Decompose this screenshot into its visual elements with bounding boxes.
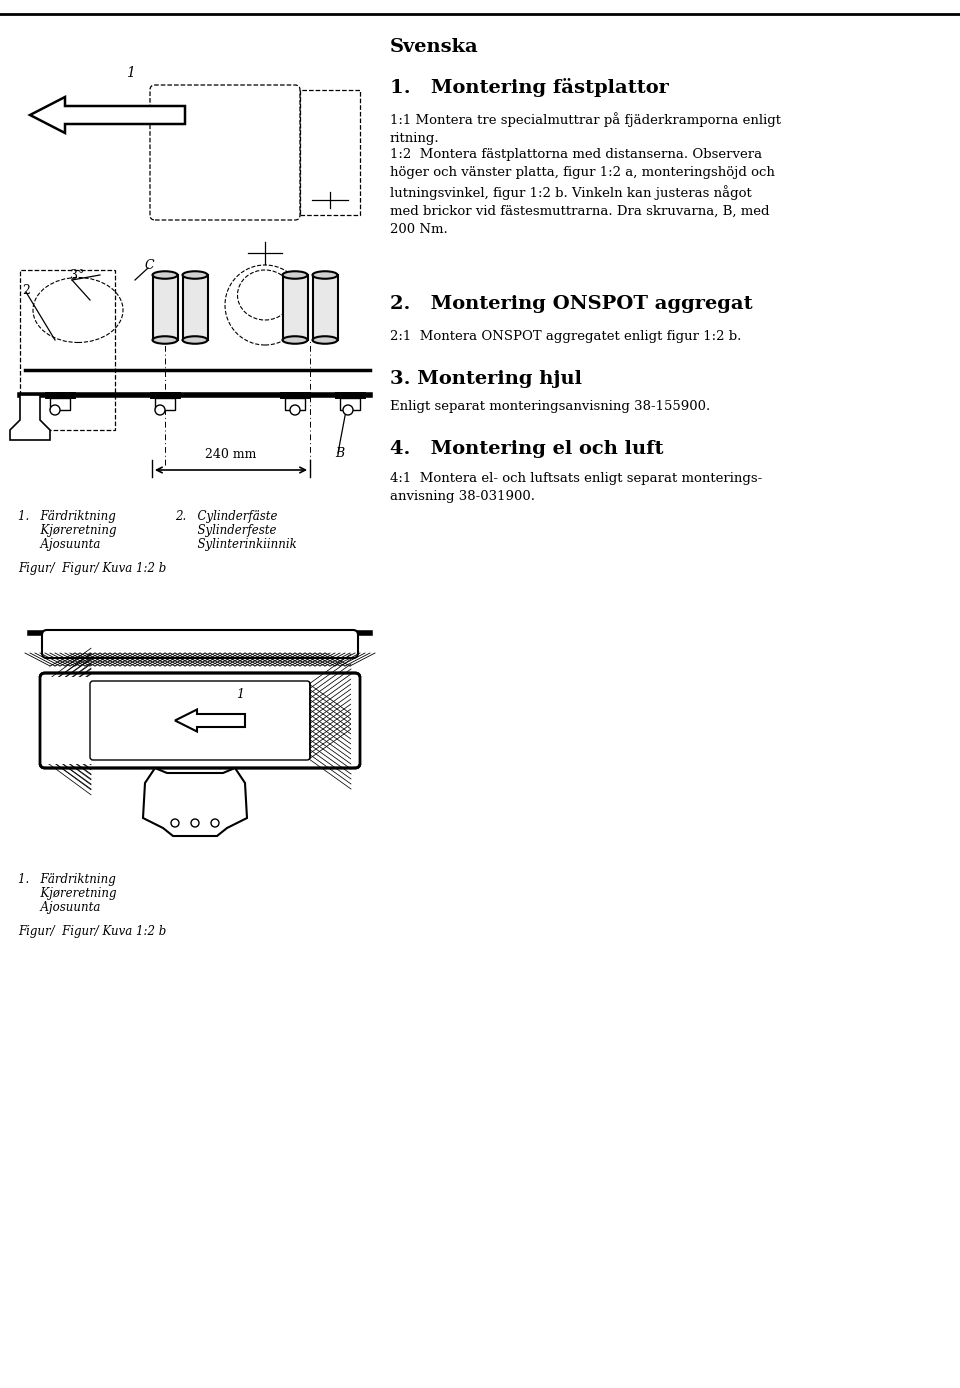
Text: 1: 1 (236, 687, 244, 701)
Bar (47, 648, 353, 666)
Bar (153, 275, 178, 340)
Bar (50, 398, 70, 409)
Ellipse shape (282, 336, 307, 344)
Bar (300, 90, 360, 215)
Bar (91, 677, 141, 763)
Text: 3. Montering hjul: 3. Montering hjul (390, 371, 582, 389)
Text: 1:1 Montera tre specialmuttrar på fjäderkramporna enligt
ritning.: 1:1 Montera tre specialmuttrar på fjäder… (390, 112, 781, 144)
Text: 1:2  Montera fästplattorna med distanserna. Observera
höger och vänster platta, : 1:2 Montera fästplattorna med distansern… (390, 149, 775, 236)
Text: Enligt separat monteringsanvisning 38-155900.: Enligt separat monteringsanvisning 38-15… (390, 400, 710, 414)
Circle shape (171, 819, 179, 827)
Text: 2:1  Montera ONSPOT aggregatet enligt figur 1:2 b.: 2:1 Montera ONSPOT aggregatet enligt fig… (390, 330, 741, 343)
Text: 2.   Montering ONSPOT aggregat: 2. Montering ONSPOT aggregat (390, 296, 753, 314)
Bar (282, 275, 307, 340)
Bar (313, 275, 338, 340)
Circle shape (211, 819, 219, 827)
Text: 4.   Montering el och luft: 4. Montering el och luft (390, 440, 663, 458)
Text: 4:1  Montera el- och luftsats enligt separat monterings-
anvisning 38-031900.: 4:1 Montera el- och luftsats enligt sepa… (390, 472, 762, 502)
Polygon shape (10, 396, 50, 440)
Text: 2: 2 (22, 283, 30, 297)
FancyArrow shape (30, 97, 185, 133)
FancyArrow shape (175, 709, 245, 731)
Text: Svenska: Svenska (390, 37, 479, 56)
Bar (0, 677, 309, 763)
Bar (285, 398, 305, 409)
Circle shape (191, 819, 199, 827)
Bar (20, 271, 115, 430)
Bar (0, 677, 49, 763)
Text: Figur/  Figur/ Kuva 1:2 b: Figur/ Figur/ Kuva 1:2 b (18, 924, 166, 938)
Text: Kjøreretning: Kjøreretning (18, 525, 116, 537)
Circle shape (155, 405, 165, 415)
Text: 2.   Cylinderfäste: 2. Cylinderfäste (175, 509, 277, 523)
Ellipse shape (182, 336, 207, 344)
Polygon shape (143, 768, 247, 836)
Text: 1: 1 (126, 67, 134, 81)
Circle shape (343, 405, 353, 415)
FancyBboxPatch shape (42, 630, 358, 658)
Text: Ajosuunta: Ajosuunta (18, 901, 101, 915)
Ellipse shape (153, 271, 178, 279)
Text: B: B (335, 447, 345, 459)
Bar (182, 275, 207, 340)
Ellipse shape (313, 271, 338, 279)
Text: 1.   Färdriktning: 1. Färdriktning (18, 509, 116, 523)
FancyBboxPatch shape (40, 673, 360, 768)
Text: 3°: 3° (70, 268, 84, 282)
Text: 1.   Färdriktning: 1. Färdriktning (18, 873, 116, 886)
Text: 1.   Montering fästplattor: 1. Montering fästplattor (390, 78, 669, 97)
Text: Sylinderfeste: Sylinderfeste (175, 525, 276, 537)
Bar (340, 398, 360, 409)
Text: Sylinterinkiinnik: Sylinterinkiinnik (175, 539, 297, 551)
Circle shape (50, 405, 60, 415)
Ellipse shape (182, 271, 207, 279)
Text: Ajosuunta: Ajosuunta (18, 539, 101, 551)
Text: Kjøreretning: Kjøreretning (18, 887, 116, 899)
Text: 240 mm: 240 mm (205, 448, 256, 461)
Ellipse shape (313, 336, 338, 344)
Circle shape (290, 405, 300, 415)
Text: Figur/  Figur/ Kuva 1:2 b: Figur/ Figur/ Kuva 1:2 b (18, 562, 166, 575)
Ellipse shape (153, 336, 178, 344)
Ellipse shape (282, 271, 307, 279)
Bar (351, 677, 401, 763)
Text: C: C (145, 258, 155, 272)
FancyBboxPatch shape (90, 682, 310, 761)
Bar (155, 398, 175, 409)
